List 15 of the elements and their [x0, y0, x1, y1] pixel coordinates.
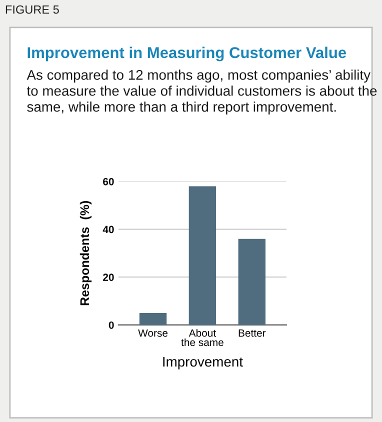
bar [238, 238, 266, 325]
caption: FIGURE 5 [6, 5, 59, 14]
chart-title: Improvement in Measuring Customer Value [28, 46, 346, 62]
y-tick-label: 20 [103, 274, 114, 281]
y-tick-label: 40 [102, 226, 114, 234]
x-axis-title: Improvement [163, 356, 243, 370]
bar [139, 312, 167, 325]
chart-subtitle: As compared to 12 months ago, most companies’ ability to measure the value of individual customers is about the same, while more than a third report improvement. [26, 70, 377, 115]
y-tick-label: 60 [103, 178, 114, 186]
x-tick-label: Worse [138, 329, 168, 337]
bar [188, 186, 216, 325]
y-axis-title: Respondents (%) [80, 201, 92, 306]
x-tick-label: About the same [181, 329, 224, 346]
x-tick-label: Better [238, 329, 266, 337]
y-tick-label: 0 [108, 321, 114, 329]
